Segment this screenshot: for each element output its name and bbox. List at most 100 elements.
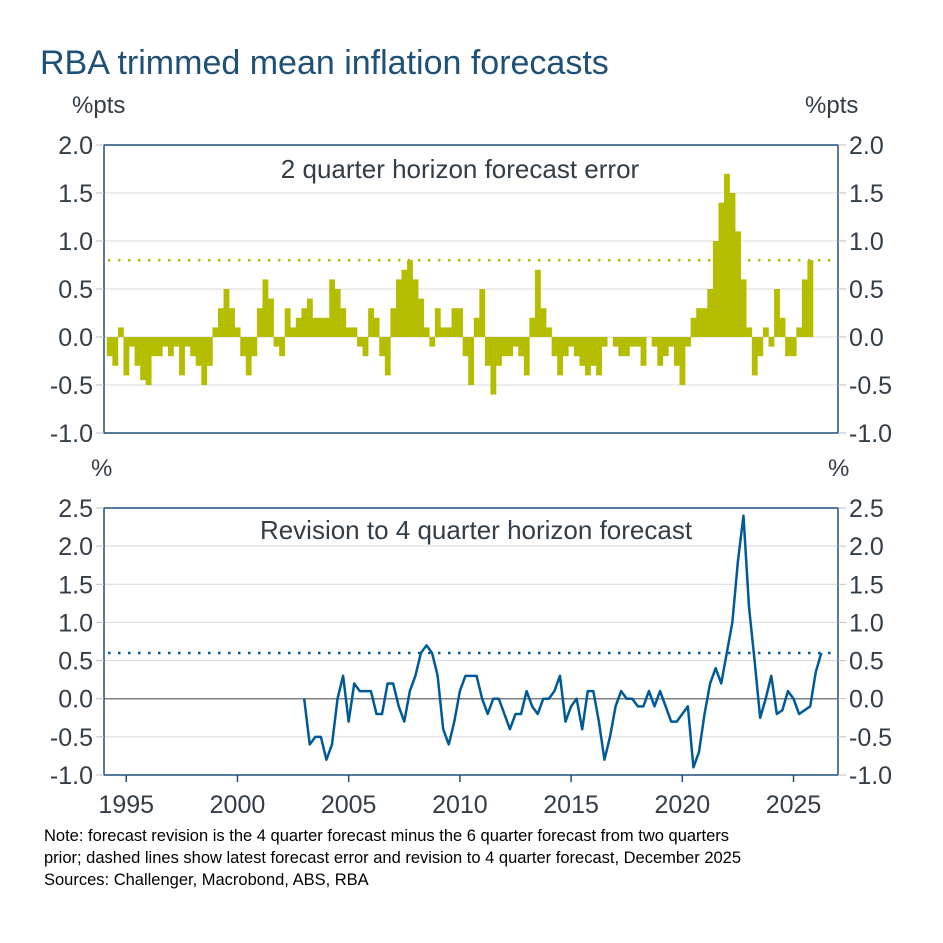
forecast-error-bar (801, 279, 808, 337)
forecast-error-bar (184, 337, 191, 347)
forecast-error-bar (217, 308, 224, 337)
forecast-error-bar (223, 289, 230, 337)
forecast-error-bar (651, 337, 658, 347)
top-panel: %pts %pts 2 quarter horizon forecast err… (50, 92, 892, 448)
y-tick-label-right: -1.0 (849, 420, 892, 448)
y-tick-label-left: 1.5 (58, 180, 93, 208)
forecast-error-bar (368, 308, 374, 337)
forecast-error-bar (785, 337, 792, 357)
forecast-error-bar (757, 337, 764, 357)
forecast-error-bar (384, 337, 391, 376)
forecast-error-bar (573, 337, 580, 357)
forecast-error-bar (323, 317, 330, 337)
y-tick-label-left: 1.0 (58, 228, 93, 256)
forecast-error-bar (312, 317, 319, 337)
x-axis-ticks: 1995 2000 2005 2010 2015 2020 2025 (98, 775, 821, 819)
forecast-error-bar (162, 337, 169, 347)
forecast-error-bar (696, 308, 703, 337)
forecast-error-bar (790, 337, 797, 357)
forecast-error-bar (473, 317, 480, 337)
y-tick-label-right: 0.5 (849, 276, 884, 304)
forecast-error-bar (751, 337, 758, 376)
chart-title: RBA trimmed mean inflation forecasts (40, 44, 609, 82)
forecast-error-bar (635, 337, 641, 347)
forecast-error-bar (357, 337, 363, 347)
x-tick-label: 1995 (98, 791, 154, 819)
forecast-error-bar (279, 337, 286, 357)
forecast-error-bar (345, 327, 352, 337)
forecast-error-bar (373, 317, 380, 337)
y-tick-label-left: 0.5 (58, 276, 93, 304)
forecast-error-bar (117, 327, 124, 337)
x-tick-label: 2020 (654, 791, 710, 819)
forecast-error-bar (562, 337, 569, 357)
y-tick-label-left: 2.0 (58, 132, 93, 160)
x-tick-label: 2025 (766, 791, 822, 819)
sources-line: Sources: Challenger, Macrobond, ABS, RBA (44, 871, 369, 889)
forecast-error-bar (618, 337, 625, 357)
forecast-error-bar (412, 279, 419, 337)
forecast-error-bar (551, 337, 558, 357)
forecast-error-bar (256, 308, 263, 337)
forecast-error-bar (468, 337, 475, 385)
forecast-error-bar (512, 337, 519, 347)
forecast-error-bar (379, 337, 386, 357)
forecast-error-bar (262, 279, 269, 337)
forecast-error-bar (479, 289, 486, 337)
forecast-error-bar (640, 337, 647, 366)
forecast-error-bar (140, 337, 147, 381)
forecast-error-bar (123, 337, 130, 376)
forecast-error-bar (451, 308, 458, 337)
forecast-error-bar (401, 269, 408, 337)
forecast-error-bar (740, 279, 747, 337)
forecast-error-bar (173, 337, 180, 347)
forecast-error-bar (395, 279, 402, 337)
forecast-error-bar (201, 337, 208, 385)
y-tick-label-left: 0.0 (58, 686, 93, 714)
forecast-error-bar (145, 337, 152, 385)
forecast-error-bar (290, 327, 297, 337)
forecast-error-bar (445, 327, 452, 337)
top-left-unit: %pts (72, 92, 125, 119)
forecast-error-bar (340, 308, 347, 337)
forecast-error-bar (546, 327, 552, 337)
forecast-error-bar (762, 327, 769, 337)
forecast-error-bar (679, 337, 686, 385)
y-tick-label-left: 0.5 (58, 648, 93, 676)
top-right-ticks: 2.0 1.5 1.0 0.5 0.0 -0.5 -1.0 (838, 132, 892, 448)
forecast-error-bar (295, 317, 302, 337)
y-tick-label-left: 2.0 (58, 533, 93, 561)
bottom-left-ticks: 2.5 2.0 1.5 1.0 0.5 0.0 -0.5 -1.0 (50, 495, 104, 790)
forecast-error-bar (429, 337, 436, 347)
forecast-error-bar (212, 327, 219, 337)
forecast-error-bar (673, 337, 680, 366)
forecast-error-bar (206, 337, 213, 366)
forecast-error-bar (423, 327, 430, 337)
y-tick-label-left: -0.5 (50, 724, 93, 752)
forecast-error-bar (623, 337, 630, 357)
forecast-error-bar (596, 337, 602, 376)
forecast-error-bar (735, 231, 741, 337)
forecast-error-bar (518, 337, 525, 357)
forecast-error-bar (712, 241, 719, 337)
forecast-error-bar (501, 337, 508, 357)
forecast-error-bar (685, 337, 691, 347)
bottom-panel: % % Revision to 4 quarter horizon foreca… (50, 455, 892, 819)
forecast-error-bar (629, 337, 636, 347)
x-tick-label: 2005 (321, 791, 377, 819)
top-panel-title: 2 quarter horizon forecast error (281, 154, 640, 184)
forecast-error-bar (657, 337, 664, 366)
forecast-error-bar (690, 317, 697, 337)
forecast-error-bar (234, 327, 241, 337)
bottom-left-unit: % (91, 455, 112, 482)
top-bars (106, 173, 814, 395)
y-tick-label-left: -0.5 (50, 372, 93, 400)
forecast-error-bar (718, 202, 725, 337)
forecast-error-bar (195, 337, 202, 366)
y-tick-label-right: 1.0 (849, 609, 884, 637)
forecast-error-bar (318, 317, 324, 337)
bottom-right-ticks: 2.5 2.0 1.5 1.0 0.5 0.0 -0.5 -1.0 (838, 495, 892, 790)
forecast-error-bar (106, 337, 113, 357)
x-tick-label: 2015 (543, 791, 599, 819)
